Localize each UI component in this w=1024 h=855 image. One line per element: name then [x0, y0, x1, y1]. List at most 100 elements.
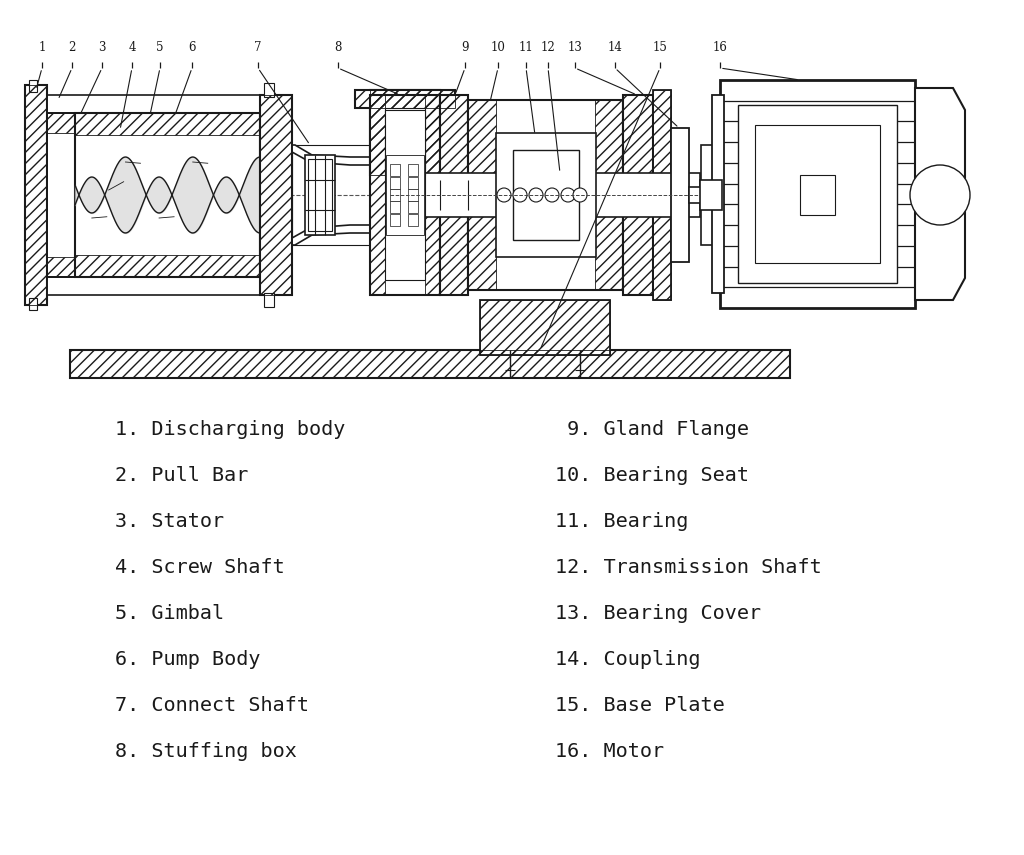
Text: 14. Coupling: 14. Coupling	[555, 650, 700, 669]
Bar	[264, 83, 274, 97]
Bar	[468, 100, 623, 290]
Bar	[75, 135, 260, 255]
Text: 10: 10	[490, 41, 506, 54]
Text: 6: 6	[188, 41, 196, 54]
Text: 6. Pump Body: 6. Pump Body	[115, 650, 260, 669]
Text: 7: 7	[254, 41, 262, 54]
Text: 5: 5	[157, 41, 164, 54]
Bar	[385, 108, 425, 175]
Circle shape	[529, 188, 543, 202]
Text: 14: 14	[607, 41, 623, 54]
Bar	[720, 80, 915, 308]
Bar	[712, 95, 724, 293]
Bar	[260, 95, 292, 295]
Bar	[385, 110, 425, 280]
Bar	[755, 125, 880, 263]
Bar	[70, 350, 790, 378]
Bar	[355, 90, 455, 108]
Circle shape	[545, 188, 559, 202]
Bar	[386, 155, 424, 235]
Text: 3: 3	[98, 41, 105, 54]
Text: 2: 2	[69, 41, 76, 54]
Bar	[653, 90, 671, 300]
Bar	[440, 95, 468, 295]
Bar	[480, 300, 610, 355]
Text: 15: 15	[652, 41, 668, 54]
Bar	[370, 90, 440, 175]
Bar	[480, 300, 610, 355]
Bar	[390, 214, 400, 226]
Circle shape	[561, 188, 575, 202]
Bar	[308, 159, 332, 231]
Bar	[390, 164, 400, 176]
Bar	[653, 90, 671, 300]
Polygon shape	[292, 225, 390, 245]
Text: 2. Pull Bar: 2. Pull Bar	[115, 466, 249, 485]
Text: 11. Bearing: 11. Bearing	[555, 512, 688, 531]
Polygon shape	[292, 145, 390, 165]
Text: 16. Motor: 16. Motor	[555, 742, 665, 761]
Circle shape	[910, 165, 970, 225]
Bar	[264, 293, 274, 307]
Bar	[390, 173, 700, 217]
Text: 9: 9	[461, 41, 469, 54]
Bar	[47, 257, 75, 277]
Bar	[623, 95, 653, 295]
Bar	[29, 298, 37, 310]
Bar	[496, 133, 596, 257]
Circle shape	[513, 188, 527, 202]
Bar	[370, 95, 385, 295]
Bar	[800, 175, 835, 215]
Bar	[29, 80, 37, 92]
Bar	[47, 113, 75, 133]
Text: 16: 16	[713, 41, 727, 54]
Bar	[47, 95, 262, 113]
Text: 13. Bearing Cover: 13. Bearing Cover	[555, 604, 761, 623]
Bar	[390, 189, 400, 201]
Bar	[47, 113, 75, 277]
Bar	[260, 95, 292, 295]
Bar	[70, 350, 790, 378]
Bar	[689, 187, 701, 203]
Bar	[408, 164, 418, 176]
Text: 5. Gimbal: 5. Gimbal	[115, 604, 224, 623]
Bar	[595, 100, 623, 290]
Bar	[468, 100, 496, 290]
Bar	[408, 201, 418, 213]
Bar	[408, 189, 418, 201]
Polygon shape	[915, 88, 965, 300]
Bar	[671, 128, 689, 262]
Text: 11: 11	[518, 41, 534, 54]
Bar	[738, 105, 897, 283]
Bar	[408, 177, 418, 189]
Bar	[425, 95, 440, 295]
Bar	[700, 180, 722, 210]
Circle shape	[573, 188, 587, 202]
Bar	[390, 177, 400, 189]
Text: 10. Bearing Seat: 10. Bearing Seat	[555, 466, 749, 485]
Bar	[390, 201, 400, 213]
Bar	[75, 113, 260, 135]
Bar	[408, 214, 418, 226]
Text: 13: 13	[567, 41, 583, 54]
Circle shape	[497, 188, 511, 202]
Text: 8: 8	[334, 41, 342, 54]
Text: 1. Discharging body: 1. Discharging body	[115, 420, 345, 439]
Bar	[623, 95, 653, 295]
Text: 1: 1	[38, 41, 46, 54]
Text: 12: 12	[541, 41, 555, 54]
Text: 9. Gland Flange: 9. Gland Flange	[555, 420, 749, 439]
Bar	[25, 85, 47, 305]
Bar	[47, 277, 262, 295]
Text: 4. Screw Shaft: 4. Screw Shaft	[115, 558, 285, 577]
Bar	[25, 85, 47, 305]
Bar	[355, 90, 455, 108]
Bar	[75, 255, 260, 277]
Text: 12. Transmission Shaft: 12. Transmission Shaft	[555, 558, 821, 577]
Text: 3. Stator: 3. Stator	[115, 512, 224, 531]
Bar	[292, 145, 390, 245]
Bar	[370, 95, 440, 295]
Bar	[370, 90, 440, 175]
Bar	[305, 155, 335, 235]
Text: 15. Base Plate: 15. Base Plate	[555, 696, 725, 715]
